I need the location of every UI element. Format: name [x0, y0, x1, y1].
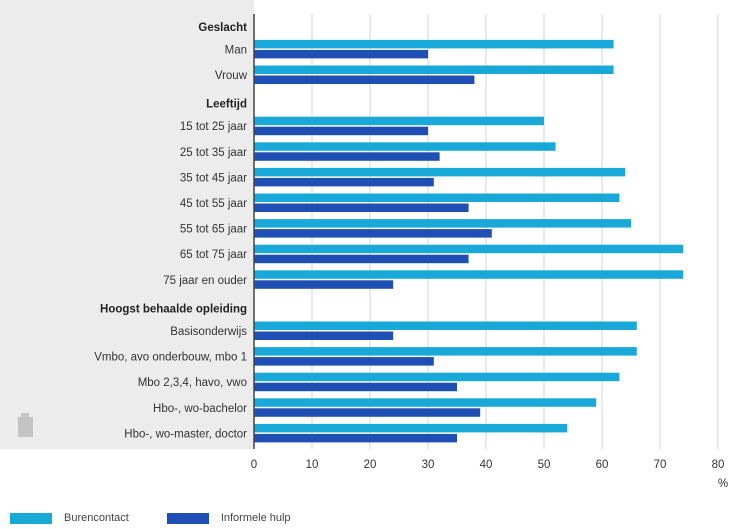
bar-burencontact-vrouw [254, 65, 614, 74]
x-tick-label-60: 60 [596, 459, 609, 471]
bars [254, 39, 684, 443]
bar-burencontact-hbo-wo-bachelor [254, 398, 597, 407]
category-label-65-tot-75-jaar: 65 tot 75 jaar [180, 249, 247, 261]
category-label-hbo-wo-master-doctor: Hbo-, wo-master, doctor [124, 428, 247, 440]
x-tick-label-80: 80 [712, 459, 725, 471]
bar-informele-hulp-55-tot-65-jaar [254, 229, 492, 238]
bar-burencontact-45-tot-55-jaar [254, 193, 620, 202]
category-label-15-tot-25-jaar: 15 tot 25 jaar [180, 121, 247, 133]
x-tick-label-20: 20 [364, 459, 377, 471]
x-axis-unit-label: % [718, 478, 728, 490]
bar-informele-hulp-45-tot-55-jaar [254, 203, 469, 212]
document-icon [18, 413, 33, 437]
category-label-vrouw: Vrouw [215, 70, 248, 82]
x-tick-label-10: 10 [306, 459, 319, 471]
bar-burencontact-basisonderwijs [254, 321, 637, 330]
group-heading-geslacht: Geslacht [198, 22, 247, 34]
bar-informele-hulp-15-tot-25-jaar [254, 126, 428, 136]
x-tick-label-30: 30 [422, 459, 435, 471]
category-label-75-jaar-en-ouder: 75 jaar en ouder [163, 275, 247, 287]
category-labels: Geslacht Man Vrouw Leeftijd 15 tot 25 jaar 25… [94, 22, 247, 441]
category-label-25-tot-35-jaar: 25 tot 35 jaar [180, 147, 247, 159]
bar-informele-hulp-basisonderwijs [254, 331, 394, 340]
x-tick-label-50: 50 [538, 459, 551, 471]
bar-informele-hulp-75-jaar-en-ouder [254, 280, 394, 289]
bar-burencontact-65-tot-75-jaar [254, 244, 684, 254]
legend-label-informele-hulp: Informele hulp [220, 512, 291, 524]
bar-burencontact-15-tot-25-jaar [254, 116, 544, 126]
bar-informele-hulp-65-tot-75-jaar [254, 254, 469, 264]
bar-informele-hulp-25-tot-35-jaar [254, 152, 440, 161]
bar-burencontact-35-tot-45-jaar [254, 167, 626, 177]
legend-swatch-burencontact [10, 512, 52, 524]
category-label-hbo-wo-bachelor: Hbo-, wo-bachelor [153, 403, 247, 415]
legend-swatch-informele-hulp [166, 512, 209, 524]
bar-burencontact-vmbo-avo-onderbouw-mbo-1 [254, 347, 637, 356]
bar-burencontact-mbo-2-3-4-havo-vwo [254, 372, 620, 382]
x-tick-label-40: 40 [480, 459, 493, 471]
bar-burencontact-75-jaar-en-ouder [254, 270, 684, 279]
category-label-basisonderwijs: Basisonderwijs [170, 326, 247, 338]
group-heading-leeftijd: Leeftijd [206, 99, 247, 111]
label-panel [0, 0, 254, 449]
legend-item-informele-hulp: Informele hulp [166, 512, 291, 524]
legend-label-burencontact: Burencontact [64, 512, 129, 524]
bar-burencontact-55-tot-65-jaar [254, 219, 631, 228]
x-tick-label-0: 0 [251, 459, 257, 471]
category-label-man: Man [225, 44, 247, 56]
x-tick-label-70: 70 [654, 459, 667, 471]
bar-informele-hulp-vrouw [254, 75, 475, 84]
bar-informele-hulp-mbo-2-3-4-havo-vwo [254, 382, 457, 392]
legend: Burencontact Informele hulp [10, 512, 329, 524]
bar-informele-hulp-man [254, 49, 428, 59]
category-label-55-tot-65-jaar: 55 tot 65 jaar [180, 224, 247, 236]
bar-burencontact-25-tot-35-jaar [254, 142, 556, 151]
bar-burencontact-man [254, 39, 614, 49]
category-label-45-tot-55-jaar: 45 tot 55 jaar [180, 198, 247, 210]
category-label-vmbo-avo-onderbouw-mbo-1: Vmbo, avo onderbouw, mbo 1 [94, 352, 247, 364]
x-axis-ticks: 0 10 20 30 40 50 60 70 80 [251, 459, 725, 471]
bar-informele-hulp-hbo-wo-master-doctor [254, 433, 457, 443]
legend-item-burencontact: Burencontact [10, 512, 129, 524]
category-label-35-tot-45-jaar: 35 tot 45 jaar [180, 172, 247, 184]
bar-informele-hulp-35-tot-45-jaar [254, 177, 434, 187]
bar-burencontact-hbo-wo-master-doctor [254, 423, 568, 433]
bar-informele-hulp-vmbo-avo-onderbouw-mbo-1 [254, 357, 434, 366]
bar-informele-hulp-hbo-wo-bachelor [254, 408, 481, 417]
category-label-mbo-2-3-4-havo-vwo: Mbo 2,3,4, havo, vwo [138, 377, 247, 389]
group-heading-hoogst-behaalde-opleiding: Hoogst behaalde opleiding [100, 303, 247, 315]
